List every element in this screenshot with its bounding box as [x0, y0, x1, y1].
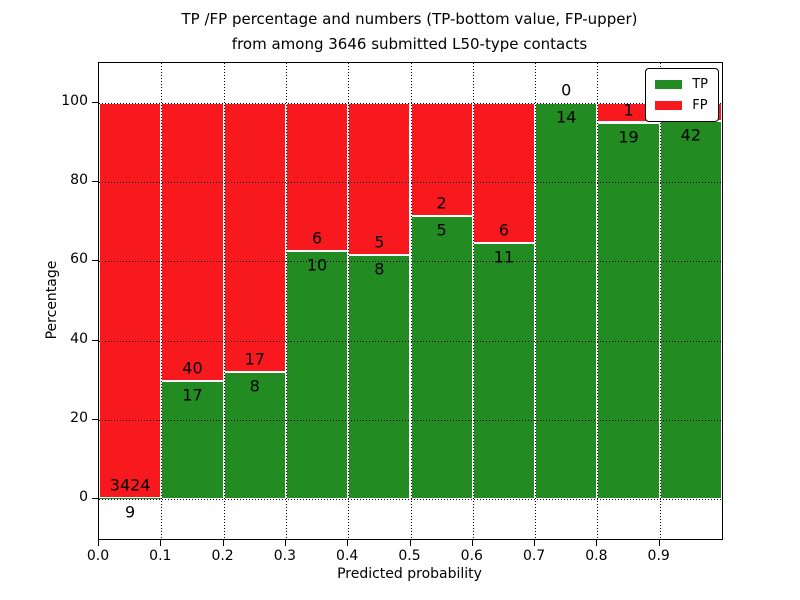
gridline-x-0.3	[285, 63, 287, 539]
fp-count-label-1: 40	[182, 358, 203, 378]
x-tick-0.5	[409, 539, 411, 546]
legend-label-fp: FP	[692, 98, 708, 113]
bar-tp-segment-5	[410, 215, 473, 500]
tp-count-label-2: 8	[249, 376, 260, 396]
x-tick-label-0.2: 0.2	[211, 548, 234, 564]
x-tick-label-0.6: 0.6	[460, 548, 483, 564]
gridline-x-0.6	[472, 63, 474, 539]
tp-count-label-3: 10	[306, 255, 328, 275]
gridline-x-0.5	[410, 63, 412, 539]
tp-count-label-8: 19	[618, 127, 639, 146]
fp-count-label-6: 6	[498, 220, 510, 240]
x-tick-0.6	[471, 539, 473, 546]
bar-fp-segment-2	[223, 102, 286, 373]
y-axis-label: Percentage	[44, 260, 60, 340]
bar-tp-segment-3	[285, 251, 349, 500]
gridline-y-40	[99, 340, 722, 342]
x-axis-label: Predicted probability	[337, 566, 482, 582]
bar-tp-segment-2	[223, 372, 286, 500]
gridline-y-60	[99, 261, 722, 263]
y-tick-100	[92, 101, 98, 103]
x-tick-0.1	[160, 539, 162, 546]
y-tick-0	[92, 498, 98, 500]
gridline-y-80	[99, 182, 722, 183]
tp-count-label-4: 8	[374, 259, 385, 279]
bar-tp-segment-7	[535, 102, 598, 500]
y-tick-40	[92, 339, 98, 341]
fp-count-label-7: 0	[561, 80, 572, 100]
x-tick-0.3	[284, 539, 286, 546]
gridline-y-100	[99, 102, 722, 104]
bar-fp-segment-1	[161, 102, 224, 382]
gridline-x-0.9	[659, 63, 661, 539]
gridline-x-0.7	[535, 63, 537, 539]
fp-count-label-0: 3424	[109, 475, 151, 495]
x-tick-label-0.3: 0.3	[273, 548, 297, 564]
x-tick-0.2	[222, 539, 224, 546]
legend: TP FP	[645, 68, 719, 122]
gridline-x-0.8	[597, 63, 599, 539]
x-tick-label-0.7: 0.7	[522, 548, 546, 564]
tp-count-label-5: 5	[436, 220, 447, 240]
y-tick-label-20: 20	[70, 410, 88, 426]
chart-title-line2: from among 3646 submitted L50-type conta…	[231, 35, 588, 53]
x-tick-label-0.8: 0.8	[585, 548, 608, 564]
legend-swatch-fp	[655, 101, 683, 110]
tp-count-label-0: 9	[125, 502, 136, 522]
legend-item-fp: FP	[655, 97, 708, 114]
fp-count-label-4: 5	[374, 232, 385, 252]
bar-tp-segment-9	[659, 120, 722, 500]
gridline-x-0.4	[348, 63, 350, 539]
tp-count-label-6: 11	[493, 247, 515, 267]
plot-area: TP FP 3424 9 40 17 17 8 6 10 5 8 2 5 6 11 0 14 1 19 42	[98, 62, 723, 540]
x-tick-0.7	[534, 539, 536, 546]
gridline-y-20	[99, 420, 722, 421]
bar-tp-segment-8	[597, 122, 660, 500]
x-tick-label-0.5: 0.5	[398, 548, 421, 564]
x-tick-0.0	[98, 539, 99, 546]
x-tick-label-0.9: 0.9	[647, 548, 670, 564]
x-tick-label-0.1: 0.1	[149, 548, 172, 564]
x-tick-label-0.0: 0.0	[86, 548, 110, 564]
legend-label-tp: TP	[692, 77, 708, 92]
gridline-x-0.1	[161, 63, 163, 539]
y-tick-60	[92, 260, 98, 262]
tp-count-label-1: 17	[182, 385, 203, 405]
fp-count-label-8: 1	[623, 100, 634, 119]
tp-count-label-9: 42	[680, 125, 702, 145]
y-tick-label-0: 0	[79, 489, 88, 506]
chart-title: TP /FP percentage and numbers (TP-bottom…	[98, 7, 721, 57]
y-tick-label-40: 40	[70, 330, 88, 347]
y-tick-80	[92, 181, 98, 182]
gridline-y-0	[99, 499, 722, 501]
y-tick-label-100: 100	[61, 92, 88, 109]
chart-title-line1: TP /FP percentage and numbers (TP-bottom…	[181, 10, 638, 28]
y-tick-label-80: 80	[70, 172, 88, 188]
legend-item-tp: TP	[655, 76, 708, 93]
tp-count-label-7: 14	[556, 107, 577, 127]
fp-count-label-3: 6	[311, 228, 323, 248]
legend-swatch-tp	[655, 80, 683, 89]
fp-count-label-5: 2	[436, 193, 447, 213]
bar-fp-segment-3	[285, 102, 349, 252]
x-tick-0.9	[658, 539, 660, 546]
bar-fp-segment-0	[99, 102, 162, 499]
fp-count-label-2: 17	[244, 349, 265, 369]
bar-tp-segment-6	[472, 242, 536, 500]
y-tick-label-60: 60	[70, 251, 88, 268]
x-tick-label-0.4: 0.4	[336, 548, 359, 564]
bar-tp-segment-4	[348, 255, 411, 500]
x-tick-0.8	[596, 539, 598, 546]
gridline-x-0.2	[223, 63, 225, 539]
bar-tp-segment-0	[99, 498, 162, 500]
y-tick-20	[92, 419, 98, 420]
x-tick-0.4	[347, 539, 349, 546]
